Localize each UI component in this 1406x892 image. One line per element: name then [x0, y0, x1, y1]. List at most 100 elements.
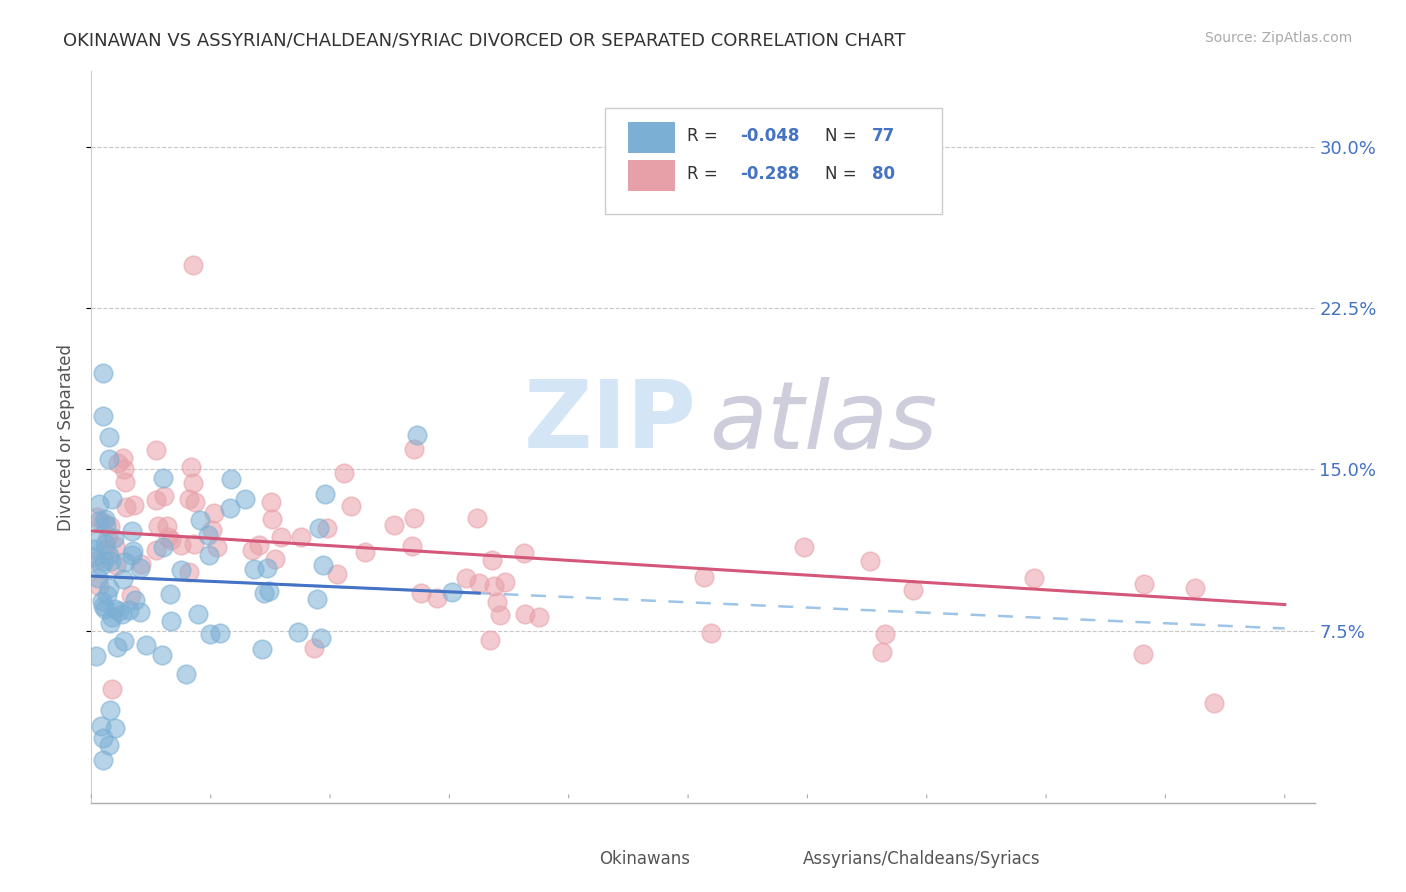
Bar	[628, 122, 675, 153]
Point	[104, 558, 127, 573]
Point	[247, 538, 270, 552]
Point	[94, 537, 117, 551]
Text: R =: R =	[688, 166, 723, 184]
Point	[91, 366, 114, 380]
Text: Okinawans: Okinawans	[599, 850, 690, 868]
Point	[159, 587, 181, 601]
Point	[180, 459, 202, 474]
Point	[118, 603, 141, 617]
Text: N =: N =	[825, 166, 862, 184]
Point	[179, 492, 201, 507]
Point	[240, 543, 263, 558]
Point	[198, 548, 221, 562]
Point	[700, 625, 723, 640]
Point	[402, 442, 425, 456]
Point	[875, 626, 897, 640]
Point	[305, 591, 328, 606]
Point	[145, 443, 167, 458]
Point	[90, 559, 112, 574]
Point	[152, 541, 174, 555]
Point	[98, 581, 121, 595]
Point	[253, 585, 276, 599]
Point	[114, 555, 136, 569]
Point	[515, 607, 537, 622]
Point	[98, 549, 121, 563]
Point	[89, 514, 111, 528]
Point	[98, 430, 121, 444]
Point	[219, 501, 242, 516]
Point	[401, 539, 423, 553]
Point	[112, 462, 135, 476]
Point	[115, 500, 138, 514]
Point	[98, 451, 121, 466]
Point	[693, 570, 716, 584]
Point	[114, 475, 136, 489]
Point	[256, 561, 278, 575]
Point	[250, 641, 273, 656]
Point	[121, 544, 143, 558]
Point	[91, 409, 114, 423]
Point	[96, 542, 118, 557]
Point	[94, 512, 117, 526]
Point	[170, 563, 193, 577]
Point	[859, 553, 882, 567]
Point	[302, 641, 325, 656]
Point	[112, 633, 135, 648]
Point	[270, 530, 292, 544]
Point	[135, 638, 157, 652]
Point	[155, 518, 177, 533]
Text: -0.288: -0.288	[740, 166, 799, 184]
Point	[98, 615, 121, 630]
Point	[103, 539, 125, 553]
Point	[145, 493, 167, 508]
Point	[98, 703, 121, 717]
Point	[100, 610, 122, 624]
Point	[405, 428, 427, 442]
Point	[479, 632, 502, 647]
Point	[93, 554, 115, 568]
Point	[129, 605, 152, 619]
Point	[94, 602, 117, 616]
Point	[468, 576, 491, 591]
Point	[287, 624, 309, 639]
Point	[107, 604, 129, 618]
Point	[219, 472, 242, 486]
Point	[146, 518, 169, 533]
Point	[197, 527, 219, 541]
Text: 77: 77	[872, 128, 896, 145]
Point	[260, 511, 283, 525]
Point	[402, 511, 425, 525]
Point	[312, 558, 335, 573]
Point	[107, 456, 129, 470]
Point	[333, 466, 356, 480]
Point	[110, 607, 132, 622]
Point	[103, 532, 125, 546]
Y-axis label: Divorced or Separated: Divorced or Separated	[58, 343, 76, 531]
Point	[233, 491, 256, 506]
Point	[84, 648, 107, 663]
Point	[1202, 697, 1225, 711]
Point	[91, 515, 114, 529]
Point	[242, 562, 264, 576]
Point	[124, 593, 146, 607]
Point	[100, 682, 122, 697]
Point	[441, 585, 464, 599]
Point	[87, 571, 110, 585]
Point	[1184, 581, 1206, 595]
Point	[111, 450, 134, 465]
Point	[83, 549, 105, 564]
Point	[98, 738, 121, 752]
Point	[174, 667, 197, 681]
Bar	[628, 160, 675, 191]
Text: R =: R =	[688, 128, 723, 145]
Point	[94, 518, 117, 533]
Point	[145, 543, 167, 558]
Point	[793, 540, 815, 554]
Point	[314, 486, 336, 500]
Point	[870, 645, 893, 659]
Point	[309, 632, 332, 646]
Text: N =: N =	[825, 128, 862, 145]
Point	[184, 494, 207, 508]
Point	[121, 524, 143, 539]
Point	[201, 523, 224, 537]
